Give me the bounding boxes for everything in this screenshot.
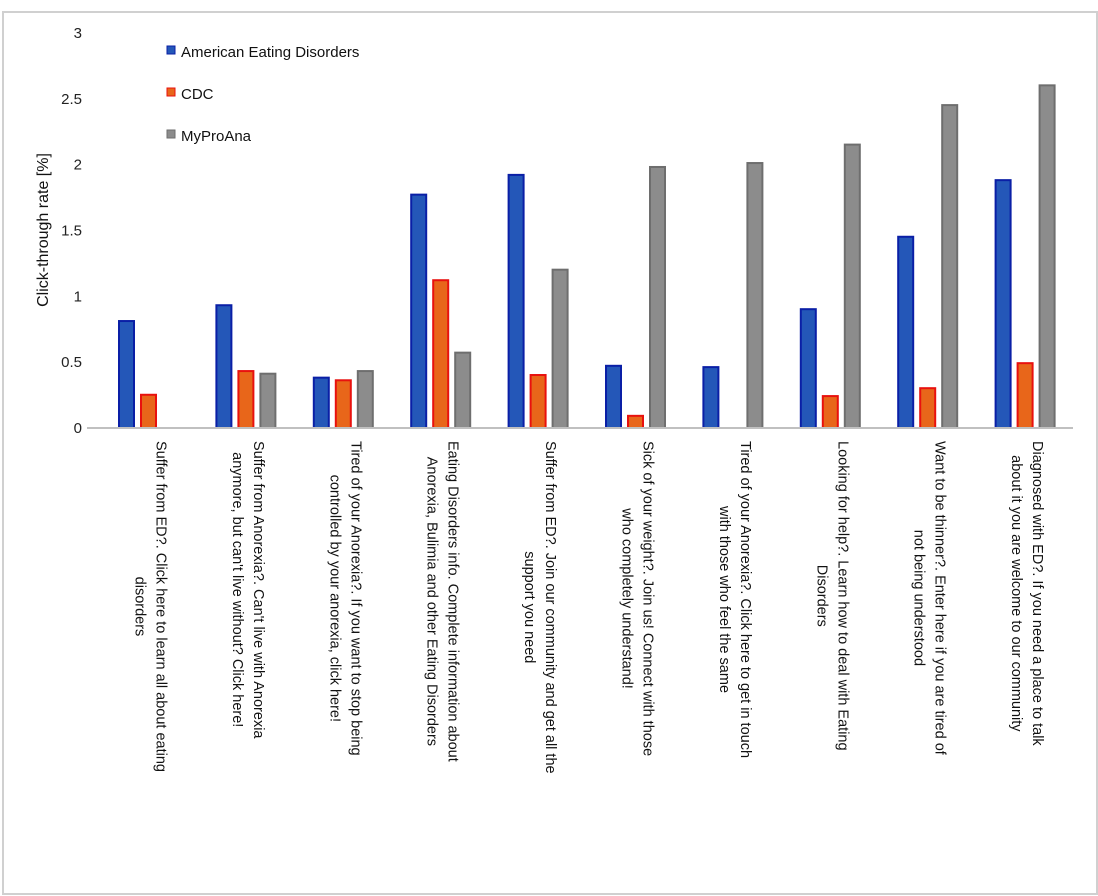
y-tick-label: 2.5 <box>61 91 82 108</box>
category-label-line: who completely understand! <box>619 507 635 689</box>
category-label-line: Eating Disorders info. Complete informat… <box>445 441 461 762</box>
bar-american-eating-disorders <box>118 320 135 429</box>
bar-american-eating-disorders <box>897 235 915 429</box>
category-label-line: anymore, but can't live without? Click h… <box>229 452 245 727</box>
category-label: Looking for help?. Learn how to deal wit… <box>813 441 850 751</box>
bar-american-eating-disorders <box>799 308 817 429</box>
category-label-line: Suffer from Anorexia?. Can't live with A… <box>250 441 266 739</box>
bar-cdc <box>1016 362 1034 429</box>
bar-cdc <box>821 395 839 430</box>
bar-myproana <box>843 143 861 429</box>
category-label-line: Tired of your Anorexia?. If you want to … <box>347 441 363 756</box>
category-label-line: Diagnosed with ED?. If you need a place … <box>1029 441 1045 746</box>
chart-frame <box>2 11 1098 895</box>
bar-myproana <box>746 162 764 430</box>
bar-myproana <box>1038 84 1056 429</box>
category-label: Tired of your Anorexia?. Click here to g… <box>716 441 753 758</box>
category-label: Eating Disorders info. Complete informat… <box>424 441 461 762</box>
y-tick-label: 1.5 <box>61 223 82 240</box>
legend-label: CDC <box>181 86 214 103</box>
bar-myproana <box>454 351 472 429</box>
bar-american-eating-disorders <box>215 304 233 430</box>
category-label: Suffer from ED?. Join our community and … <box>521 441 558 774</box>
y-tick-label: 0 <box>74 420 82 437</box>
bar-myproana <box>551 268 569 429</box>
category-label-line: controlled by your anorexia, click here! <box>326 475 342 722</box>
legend-label: American Eating Disorders <box>181 44 359 61</box>
bar-myproana <box>259 372 277 430</box>
bar-myproana <box>356 370 374 430</box>
category-label-line: Tired of your Anorexia?. Click here to g… <box>737 441 753 758</box>
category-label: Tired of your Anorexia?. If you want to … <box>326 441 363 756</box>
category-label-line: with those who feel the same <box>716 505 732 693</box>
y-axis-ticks: 0 0.5 1 1.5 2 2.5 3 <box>61 25 82 437</box>
category-label-line: Looking for help?. Learn how to deal wit… <box>834 441 850 751</box>
bar-american-eating-disorders <box>994 179 1012 429</box>
category-label: Suffer from Anorexia?. Can't live with A… <box>229 441 266 739</box>
legend-label: MyProAna <box>181 128 252 145</box>
category-label: Sick of your weight?. Join us! Connect w… <box>619 441 656 756</box>
y-tick-label: 0.5 <box>61 354 82 371</box>
y-axis-label: Click-through rate [%] <box>35 153 52 307</box>
category-label: Suffer from ED?. Click here to learn all… <box>132 441 169 772</box>
category-labels: Suffer from ED?. Click here to learn all… <box>132 441 1046 774</box>
bar-american-eating-disorders <box>702 366 720 430</box>
legend-swatch <box>166 45 176 55</box>
category-label-line: support you need <box>521 551 537 663</box>
category-label-line: Sick of your weight?. Join us! Connect w… <box>640 441 656 756</box>
legend-swatch <box>166 129 176 139</box>
category-label-line: Disorders <box>813 565 829 627</box>
legend-swatch <box>166 87 176 97</box>
category-label-line: Want to be thinner?. Enter here if you a… <box>932 441 948 756</box>
bar-cdc <box>627 414 644 430</box>
category-label-line: Suffer from ED?. Join our community and … <box>542 441 558 774</box>
category-label-line: not being understood <box>911 530 927 666</box>
bar-cdc <box>237 370 255 430</box>
y-tick-label: 2 <box>74 157 82 174</box>
category-label-line: disorders <box>132 577 148 637</box>
bar-american-eating-disorders <box>507 173 525 429</box>
bar-american-eating-disorders <box>410 193 428 429</box>
bar-cdc <box>432 279 450 430</box>
bar-cdc <box>140 393 157 429</box>
bar-myproana <box>649 165 666 429</box>
legend: American Eating Disorders CDC MyProAna <box>166 44 359 145</box>
bar-cdc <box>334 379 352 429</box>
bar-myproana <box>941 104 959 429</box>
bar-cdc <box>529 374 547 429</box>
y-tick-label: 3 <box>74 25 82 42</box>
category-label: Diagnosed with ED?. If you need a place … <box>1008 441 1045 746</box>
category-label-line: about it you are welcome to our communit… <box>1008 455 1024 732</box>
category-label-line: Anorexia, Bulimia and other Eating Disor… <box>424 457 440 746</box>
bar-american-eating-disorders <box>312 376 330 429</box>
bar-cdc <box>919 387 937 429</box>
category-label-line: Suffer from ED?. Click here to learn all… <box>153 441 169 772</box>
y-tick-label: 1 <box>74 288 82 305</box>
bar-american-eating-disorders <box>605 364 622 429</box>
bars <box>118 84 1056 430</box>
category-label: Want to be thinner?. Enter here if you a… <box>911 441 948 756</box>
